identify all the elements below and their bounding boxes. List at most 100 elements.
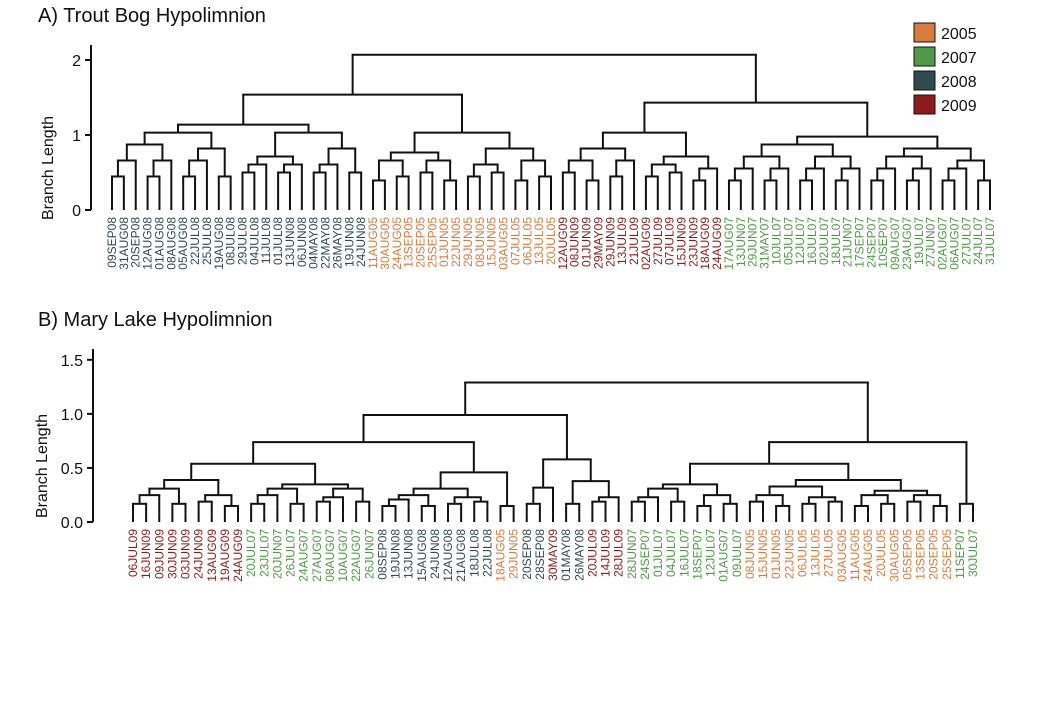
- panel-b-leaf-label-37: 28JUL09: [612, 529, 626, 577]
- panel-a-leaf-label-49: 23JUN09: [686, 217, 700, 267]
- legend-entry-2008: 2008: [913, 70, 977, 91]
- panel-b-leaf-label-62: 25SEP05: [940, 529, 954, 580]
- panel-a-leaf-label-22: 11AUG05: [366, 217, 380, 269]
- panel-a-leaf-label-39: 08JUN09: [568, 217, 582, 267]
- legend-entry-2009: 2009: [913, 94, 977, 115]
- panel-a-leaf-label-63: 17SEP07: [852, 217, 866, 268]
- panel-b-leaf-label-52: 13JUL05: [809, 529, 823, 577]
- panel-a-trout-bog: A) Trout Bog Hypolimnion Branch Length 0…: [38, 5, 997, 270]
- panel-a-leaf-label-2: 20SEP08: [129, 217, 143, 268]
- panel-b-leaf-label-8: 24AUG09: [231, 529, 245, 582]
- panel-a-leaf-label-61: 18JUL07: [829, 217, 843, 265]
- panel-b-leaf-label-14: 27AUG07: [310, 529, 324, 582]
- panel-a-leaf-label-19: 26MAY08: [330, 217, 344, 269]
- panel-a-leaf-label-30: 29JUN05: [461, 217, 475, 267]
- panel-a-leaf-label-26: 20SEP05: [413, 217, 427, 268]
- panel-a-leaf-label-31: 08JUN05: [473, 217, 487, 267]
- panel-b-y-tick-label-0: 0.0: [61, 515, 83, 532]
- panel-b-leaf-label-45: 01AUG07: [717, 529, 731, 582]
- panel-b-leaf-label-38: 28JUN07: [625, 529, 639, 579]
- panel-b-leaf-label-33: 01MAY08: [559, 529, 573, 581]
- panel-a-leaf-label-3: 12AUG08: [141, 217, 155, 270]
- panel-b-leaf-label-47: 08JUN05: [743, 529, 757, 579]
- panel-b-leaf-label-12: 26JUL07: [284, 529, 298, 577]
- panel-a-leaf-label-36: 13JUL05: [532, 217, 546, 265]
- panel-a-leaf-label-8: 25JUL08: [200, 217, 214, 265]
- panel-a-leaf-label-34: 07JUL05: [508, 217, 522, 265]
- panel-a-leaf-label-38: 12AUG09: [556, 217, 570, 270]
- panel-b-leaf-label-15: 08AUG07: [323, 529, 337, 582]
- panel-b-leaf-label-49: 01JUN05: [769, 529, 783, 579]
- panel-a-leaf-label-7: 22JUL08: [188, 217, 202, 265]
- panel-b-leaf-label-54: 03AUG05: [835, 529, 849, 582]
- panel-b-leaf-label-48: 15JUN05: [756, 529, 770, 579]
- panel-a-leaf-label-51: 24AUG09: [710, 217, 724, 270]
- panel-b-leaf-label-21: 13JUN08: [402, 529, 416, 579]
- panel-b-leaf-label-30: 20SEP08: [520, 529, 534, 580]
- panel-b-leaf-label-24: 12AUG08: [441, 529, 455, 582]
- panel-a-leaf-label-73: 24JUL07: [971, 217, 985, 265]
- panel-a-leaf-label-70: 02AUG07: [936, 217, 950, 270]
- panel-a-leaf-label-54: 29JUN07: [746, 217, 760, 267]
- panel-b-leaf-label-9: 20JUL07: [244, 529, 258, 577]
- panel-a-leaf-label-29: 22JUN05: [449, 217, 463, 267]
- panel-b-leaf-label-53: 27JUL05: [822, 529, 836, 577]
- panel-a-leaf-label-62: 21JUN07: [841, 217, 855, 267]
- panel-b-leaf-label-43: 18SEP07: [690, 529, 704, 580]
- panel-a-leaf-label-43: 13JUL09: [615, 217, 629, 265]
- panel-a-leaf-label-40: 01JUN09: [580, 217, 594, 267]
- panel-a-leaf-label-64: 24SEP07: [864, 217, 878, 268]
- panel-b-leaf-label-23: 24JUN08: [428, 529, 442, 579]
- panel-a-leaf-label-15: 13JUN08: [283, 217, 297, 267]
- panel-a-leaf-label-57: 05JUL07: [781, 217, 795, 265]
- panel-b-leaf-label-57: 20JUL05: [874, 529, 888, 577]
- panel-a-leaf-label-45: 02AUG09: [639, 217, 653, 270]
- panel-a-leaf-label-1: 31AUG08: [117, 217, 131, 270]
- panel-a-leaf-label-44: 21JUL09: [627, 217, 641, 265]
- panel-a-y-tick-label-0: 0: [72, 203, 81, 220]
- panel-a-leaf-label-28: 01JUN05: [437, 217, 451, 267]
- panel-b-leaf-label-39: 24SEP07: [638, 529, 652, 580]
- legend-swatch-2005: [913, 22, 936, 43]
- legend-label-2005: 2005: [941, 26, 977, 43]
- legend-label-2007: 2007: [941, 50, 977, 67]
- panel-a-leaf-label-55: 31MAY07: [758, 217, 772, 269]
- legend-swatch-2008: [913, 70, 936, 91]
- panel-b-leaf-label-31: 28SEP08: [533, 529, 547, 580]
- panel-b-leaf-label-5: 24JUN09: [192, 529, 206, 579]
- panel-b-leaf-label-16: 10AUG07: [336, 529, 350, 582]
- panel-b-y-tick-label-1: 1.0: [61, 407, 83, 424]
- panel-b-leaf-label-55: 11AUG05: [848, 529, 862, 581]
- panel-a-title: A) Trout Bog Hypolimnion: [38, 5, 266, 27]
- panel-b-y-tick-label-1-5: 1.5: [61, 353, 83, 370]
- panel-a-leaf-label-68: 19JUL07: [912, 217, 926, 265]
- panel-a-leaf-label-72: 27JUL07: [959, 217, 973, 265]
- legend-entry-2007: 2007: [913, 46, 977, 67]
- panel-a-leaf-label-27: 25SEP05: [425, 217, 439, 268]
- panel-a-leaf-label-60: 02JUL07: [817, 217, 831, 265]
- panel-b-leaf-label-3: 30JUN09: [165, 529, 179, 579]
- panel-a-leaf-label-58: 12JUL07: [793, 217, 807, 265]
- panel-b-leaf-label-18: 26JUN07: [362, 529, 376, 579]
- panel-b-leaf-label-7: 19AUG09: [218, 529, 232, 582]
- panel-b-leaf-label-20: 19JUN08: [389, 529, 403, 579]
- panel-a-leaf-label-56: 10JUL07: [769, 217, 783, 265]
- panel-b-title: B) Mary Lake Hypolimnion: [38, 309, 273, 331]
- legend-label-2009: 2009: [941, 98, 977, 115]
- panel-b-leaf-label-28: 18AUG05: [494, 529, 508, 582]
- panel-b-leaf-label-19: 08SEP08: [375, 529, 389, 580]
- panel-a-leaf-label-12: 04JUL08: [247, 217, 261, 265]
- panel-b-leaf-label-61: 20SEP05: [927, 529, 941, 580]
- panel-b-mary-lake: B) Mary Lake Hypolimnion Branch Length 0…: [34, 309, 980, 582]
- panel-a-leaf-label-14: 01JUL08: [271, 217, 285, 265]
- legend-entry-2005: 2005: [913, 22, 977, 43]
- panel-a-leaf-label-21: 24JUN08: [354, 217, 368, 267]
- panel-a-leaf-label-13: 11JUL08: [259, 217, 273, 264]
- year-legend: 2005 2007 2008 2009: [913, 22, 977, 115]
- panel-b-leaf-label-27: 22JUL08: [480, 529, 494, 577]
- panel-a-leaf-label-6: 05AUG08: [176, 217, 190, 270]
- panel-b-leaf-label-42: 16JUL07: [677, 529, 691, 577]
- panel-a-y-tick-label-1: 1: [72, 128, 81, 145]
- panel-a-leaf-label-71: 06AUG07: [947, 217, 961, 270]
- panel-a-leaf-label-74: 31JUL07: [983, 217, 997, 265]
